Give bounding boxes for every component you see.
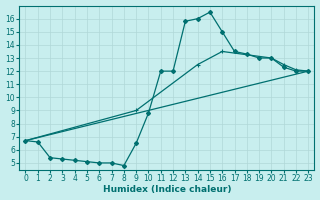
X-axis label: Humidex (Indice chaleur): Humidex (Indice chaleur) bbox=[103, 185, 231, 194]
